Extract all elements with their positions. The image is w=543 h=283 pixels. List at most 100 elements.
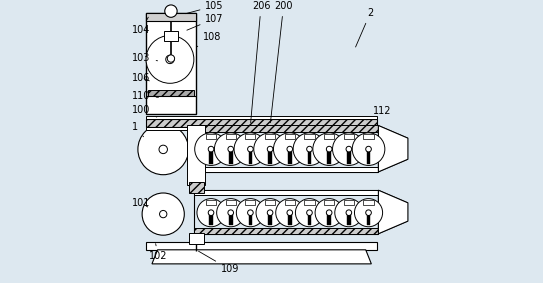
Bar (245, 200, 255, 205)
Circle shape (267, 146, 273, 152)
Text: 104: 104 (132, 17, 150, 35)
Text: 2: 2 (356, 8, 374, 47)
Bar (194, 190, 378, 195)
Bar (206, 134, 216, 139)
Bar (265, 134, 275, 139)
Text: 112: 112 (367, 106, 392, 120)
Polygon shape (378, 125, 408, 172)
Bar (164, 31, 178, 41)
Circle shape (236, 199, 264, 227)
Bar (146, 13, 195, 114)
Text: 106: 106 (132, 73, 150, 83)
Text: 103: 103 (132, 53, 157, 63)
Circle shape (352, 133, 385, 166)
Circle shape (295, 199, 324, 227)
Bar (367, 213, 370, 225)
Bar (324, 134, 334, 139)
Bar (265, 200, 275, 205)
Circle shape (228, 146, 233, 152)
Bar (327, 150, 331, 164)
Bar (187, 125, 205, 185)
Bar (344, 134, 354, 139)
Bar (146, 119, 377, 127)
Bar (194, 167, 378, 172)
Bar (285, 134, 295, 139)
Bar (285, 200, 295, 205)
Circle shape (217, 199, 245, 227)
Polygon shape (378, 190, 408, 234)
Bar (226, 200, 236, 205)
Circle shape (234, 133, 267, 166)
Bar (268, 150, 272, 164)
Circle shape (326, 146, 332, 152)
Bar (226, 134, 236, 139)
Circle shape (267, 210, 273, 215)
Bar (347, 150, 351, 164)
Circle shape (160, 211, 167, 218)
Bar (367, 150, 370, 164)
Bar (305, 200, 314, 205)
Circle shape (335, 199, 363, 227)
Bar (249, 213, 252, 225)
Bar (308, 150, 311, 164)
Circle shape (307, 210, 312, 215)
Bar (206, 200, 216, 205)
Circle shape (254, 133, 286, 166)
Circle shape (208, 210, 214, 215)
Circle shape (197, 199, 225, 227)
Circle shape (332, 133, 365, 166)
Circle shape (142, 193, 184, 235)
Text: 101: 101 (132, 198, 150, 208)
Bar (249, 150, 252, 164)
Text: 107: 107 (187, 14, 224, 30)
Circle shape (326, 210, 332, 215)
Circle shape (313, 133, 345, 166)
Bar (305, 134, 314, 139)
Text: 102: 102 (149, 244, 168, 261)
Bar (146, 242, 377, 250)
Text: 206: 206 (251, 1, 270, 123)
Bar (327, 213, 331, 225)
Circle shape (167, 55, 175, 62)
Circle shape (287, 146, 293, 152)
Circle shape (248, 210, 253, 215)
Text: 109: 109 (199, 251, 239, 275)
Bar (188, 182, 204, 193)
Circle shape (276, 199, 304, 227)
Circle shape (138, 124, 188, 175)
Circle shape (366, 210, 371, 215)
Bar (344, 200, 354, 205)
Circle shape (248, 146, 253, 152)
Text: 1: 1 (132, 122, 143, 137)
Circle shape (315, 199, 343, 227)
Bar (324, 200, 334, 205)
Bar (194, 228, 378, 234)
Bar (268, 213, 272, 225)
Bar (229, 150, 232, 164)
Circle shape (355, 199, 383, 227)
Circle shape (195, 133, 228, 166)
Circle shape (256, 199, 284, 227)
Bar (363, 134, 374, 139)
Circle shape (346, 210, 352, 215)
Bar (288, 213, 292, 225)
Bar (194, 125, 378, 132)
Bar (148, 90, 194, 96)
Bar (308, 213, 311, 225)
Bar (209, 150, 213, 164)
Circle shape (366, 146, 371, 152)
Text: 108: 108 (197, 32, 221, 47)
Circle shape (166, 55, 174, 64)
Bar (146, 127, 377, 130)
Bar (146, 13, 195, 22)
Circle shape (165, 5, 177, 17)
Bar (146, 116, 377, 119)
Bar (347, 213, 351, 225)
Bar (229, 213, 232, 225)
Text: 110: 110 (132, 91, 159, 101)
Text: 100: 100 (132, 105, 157, 117)
Text: 200: 200 (270, 1, 293, 123)
Circle shape (159, 145, 167, 154)
Circle shape (146, 35, 194, 83)
Bar (209, 213, 213, 225)
